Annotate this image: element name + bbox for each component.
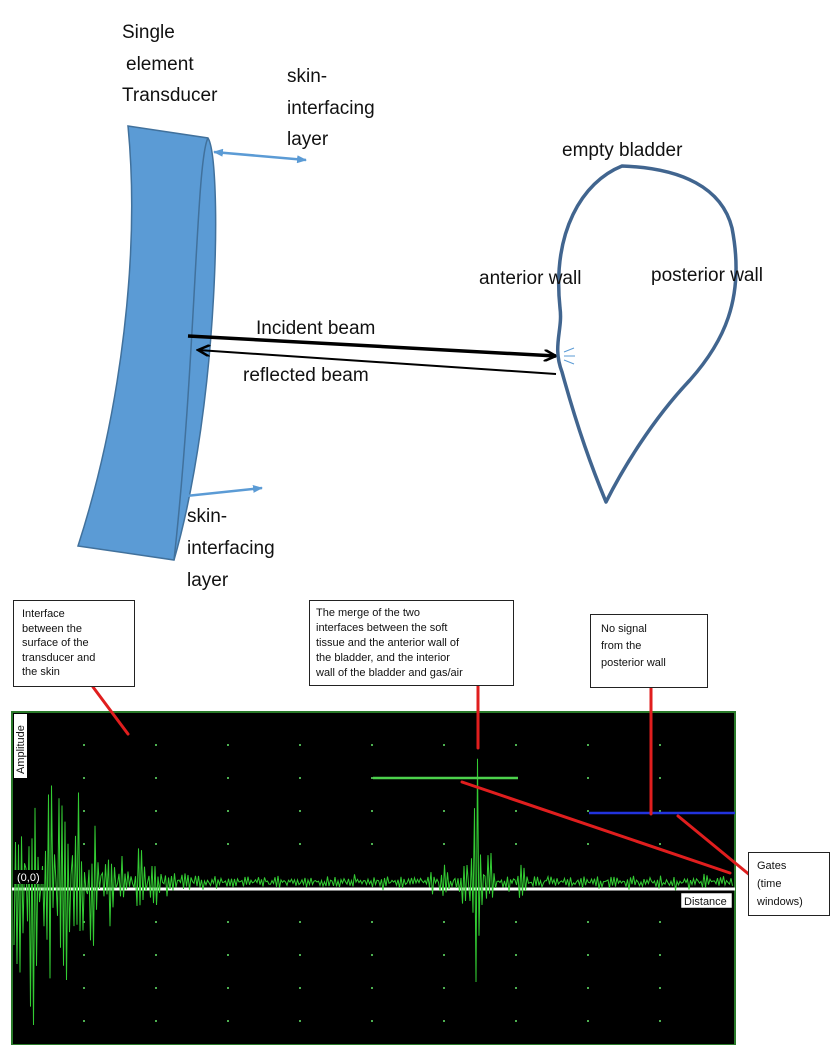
bladder-outline — [555, 164, 738, 504]
skin-layer-bottom-line-1: skin- — [187, 506, 227, 527]
transducer-label-line-1: Single — [122, 22, 175, 43]
skin-layer-top-label: skin- interfacing layer — [287, 66, 375, 150]
ascan-signal-trace — [13, 758, 733, 1026]
incident-beam-arrow — [187, 334, 556, 356]
note-merge: The merge of the two interfaces between … — [309, 600, 514, 686]
skin-layer-bottom-label: skin- interfacing layer — [187, 506, 275, 591]
note-interface-skin-line-4: transducer and — [22, 651, 96, 664]
annotation-pointers — [91, 684, 753, 878]
empty-bladder-label: empty bladder — [562, 140, 683, 161]
note-no-signal: No signal from the posterior wall — [590, 614, 708, 688]
transducer-label-line-2: element — [126, 54, 194, 75]
reflection-sparks — [563, 347, 575, 365]
posterior-wall-label: posterior wall — [651, 265, 763, 286]
note-merge-line-5: wall of the bladder and gas/air — [316, 667, 463, 679]
transducer — [77, 125, 217, 561]
amplitude-label: Amplitude — [15, 725, 27, 774]
reflected-beam-arrow — [198, 350, 557, 375]
note-gates-line-2: (time — [757, 878, 782, 890]
skin-layer-bottom-arrow — [185, 484, 263, 498]
note-no-signal-line-2: from the — [601, 640, 642, 652]
note-interface-skin-line-3: surface of the — [22, 637, 89, 649]
skin-layer-top-line-2: interfacing — [287, 98, 375, 119]
note-merge-line-4: the bladder, and the interior — [316, 652, 450, 664]
note-gates: Gates (time windows) — [748, 852, 830, 916]
note-interface-skin-line-2: between the — [22, 622, 82, 635]
amplitude-tag — [14, 714, 27, 778]
distance-label: Distance — [684, 896, 727, 908]
anterior-wall-label: anterior wall — [479, 268, 581, 289]
pointer-gate-blue — [676, 814, 753, 878]
note-gates-line-3: windows) — [757, 896, 803, 908]
note-merge-line-2: interfaces between the soft — [316, 622, 448, 634]
note-interface-skin-line-5: the skin — [22, 666, 60, 678]
transducer-label-line-3: Transducer — [122, 85, 218, 106]
distance-tag — [680, 892, 733, 909]
skin-layer-bottom-line-2: interfacing — [187, 538, 275, 559]
pointer-interface-skin — [91, 685, 130, 736]
ascan-grid — [83, 744, 661, 1022]
note-no-signal-line-3: posterior wall — [601, 657, 666, 669]
note-no-signal-line-1: No signal — [601, 623, 647, 635]
skin-layer-top-line-3: layer — [287, 129, 329, 150]
note-merge-line-1: The merge of the two — [316, 607, 420, 619]
skin-layer-bottom-line-3: layer — [187, 570, 229, 591]
reflected-beam-label: reflected beam — [243, 365, 369, 386]
ascan-display: Amplitude (0,0) Distance — [11, 711, 736, 1045]
note-interface-skin-line-1: Interface — [22, 608, 65, 620]
note-gates-line-1: Gates — [757, 860, 787, 872]
transducer-label: Single element Transducer — [122, 22, 218, 106]
pointer-gate-green — [460, 780, 732, 875]
note-interface-skin: Interface between the surface of the tra… — [13, 600, 135, 687]
skin-layer-top-line-1: skin- — [287, 66, 327, 87]
origin-label: (0,0) — [17, 872, 40, 884]
origin-tag — [14, 870, 44, 884]
skin-layer-top-arrow — [213, 148, 307, 164]
incident-beam-label: Incident beam — [256, 318, 375, 339]
note-merge-line-3: tissue and the anterior wall of — [316, 637, 460, 649]
